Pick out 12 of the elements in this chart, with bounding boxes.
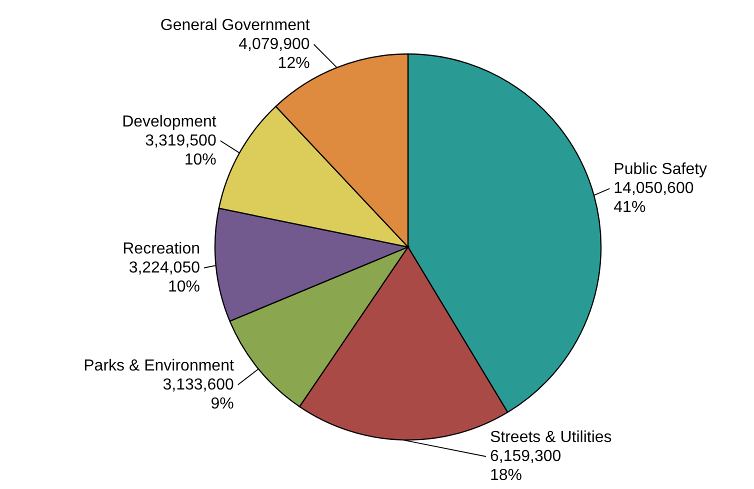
data-label: 3,133,600 9% (162, 376, 234, 412)
slice-label: Parks & Environment (84, 357, 234, 374)
slice-label: Development (122, 113, 217, 130)
slice-label: Recreation (122, 240, 200, 258)
slice-label: Streets & Utilities (490, 429, 612, 446)
slice-label: Public Safety (614, 161, 708, 178)
data-label: 3,319,500 10% (145, 132, 216, 168)
data-label: 4,079,900 12% (238, 36, 310, 72)
data-label: 14,050,600 41% (614, 180, 694, 216)
data-label: 6,159,300 18% (490, 448, 562, 484)
data-label: 3,224,050 10% (128, 259, 200, 296)
slice-label: General Government (160, 16, 310, 34)
